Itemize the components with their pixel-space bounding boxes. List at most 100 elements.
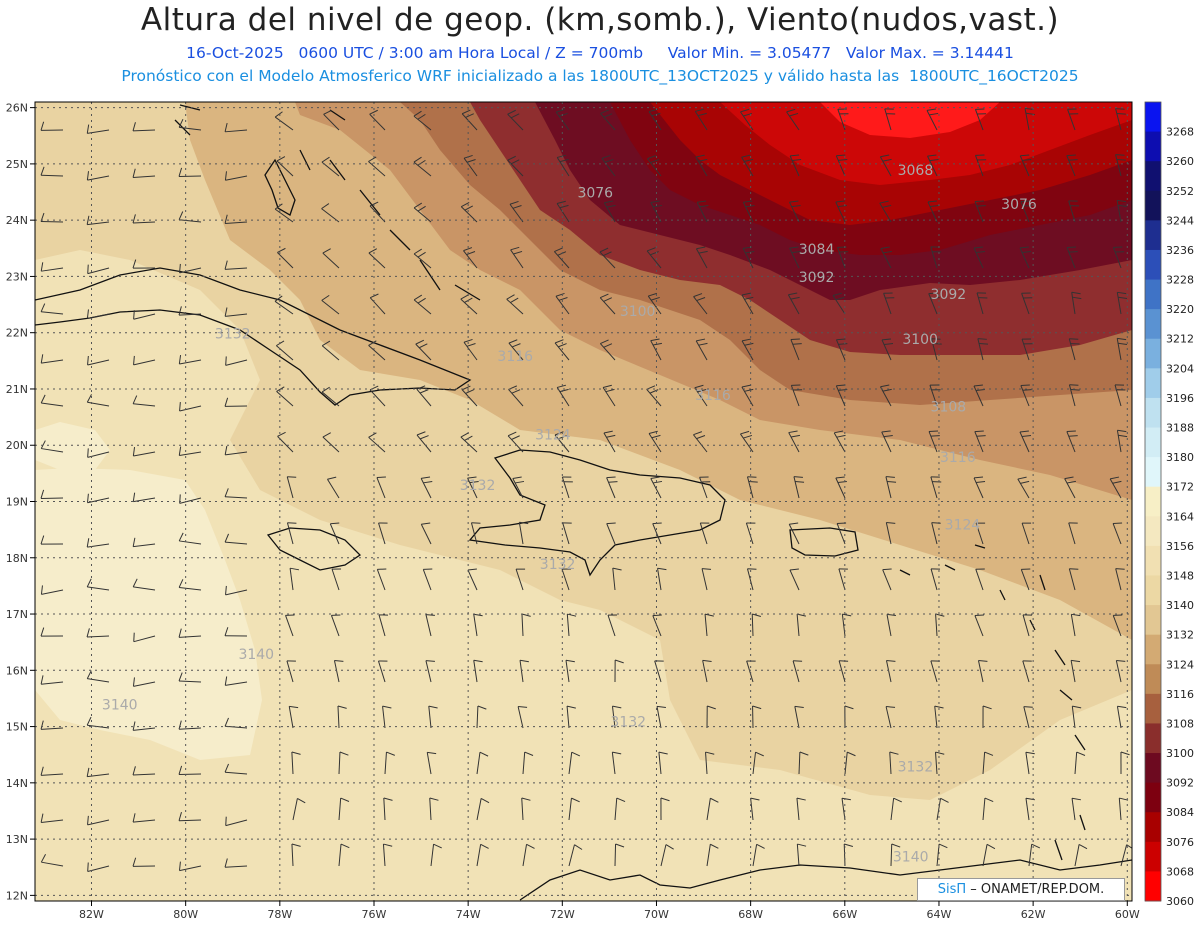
wind-barb	[1115, 108, 1126, 131]
wind-barb	[178, 211, 202, 223]
colorbar-swatch	[1145, 693, 1161, 724]
colorbar-label: 3164	[1166, 510, 1194, 523]
wind-barb	[86, 716, 110, 729]
wind-barb	[741, 338, 754, 361]
wind-barb	[428, 705, 438, 729]
wind-barb	[179, 401, 202, 412]
lesser-antilles	[899, 544, 1086, 861]
wind-barb	[841, 613, 852, 637]
wind-barb	[652, 522, 662, 545]
wind-barb	[1025, 751, 1035, 775]
lon-tick-label: 68W	[738, 908, 763, 921]
wind-barb	[606, 476, 618, 499]
contour-label-3116: 3116	[497, 349, 533, 365]
wind-barb	[568, 751, 581, 775]
wind-barb	[705, 751, 715, 775]
contour-label-3076: 3076	[1001, 197, 1037, 213]
wind-barb	[507, 155, 524, 177]
wind-barb	[556, 154, 570, 177]
lon-tick-label: 80W	[173, 908, 198, 921]
wind-barb	[224, 445, 248, 456]
colorbar-swatch	[1145, 812, 1161, 843]
wind-barb	[934, 705, 944, 729]
wind-barb	[694, 384, 708, 407]
wind-barb	[322, 248, 340, 269]
contour-label-3084: 3084	[799, 242, 835, 258]
wind-barb	[614, 659, 624, 683]
bahamas-andros	[264, 158, 296, 216]
wind-barb	[792, 660, 803, 683]
wind-barb	[750, 797, 760, 821]
colorbar-swatch	[1145, 634, 1161, 665]
wind-barb	[378, 522, 388, 545]
wind-barb	[706, 843, 719, 867]
wind-barb	[86, 767, 110, 778]
wind-barb	[612, 567, 622, 591]
contour-label-3108: 3108	[931, 399, 967, 415]
wind-barb	[562, 522, 572, 545]
wind-barb	[132, 813, 156, 823]
wind-barb	[699, 522, 710, 545]
wind-barb	[696, 200, 709, 223]
wind-barb	[789, 246, 801, 269]
lon-tick-label: 72W	[550, 908, 575, 921]
wind-barb	[285, 614, 295, 637]
wind-barb	[425, 614, 435, 637]
wind-barb	[695, 338, 708, 361]
wind-barb	[368, 248, 386, 269]
wind-barb	[132, 537, 156, 548]
wind-barb	[461, 109, 478, 131]
colorbar-label: 3196	[1166, 392, 1194, 405]
wind-barb	[329, 522, 340, 545]
wind-barb	[178, 672, 202, 683]
wind-barb	[1116, 705, 1127, 729]
wind-barb	[553, 247, 570, 269]
latitude-axis: 12N 13N 14N 15N 16N 17N 18N 19N 20N 21N 22N 23N 24N 2…	[6, 102, 28, 903]
wind-barb	[838, 660, 849, 683]
wind-barb	[657, 567, 667, 591]
wind-barb	[554, 339, 570, 361]
wind-barb	[788, 522, 800, 545]
colorbar-label: 3076	[1166, 836, 1194, 849]
wind-barb	[87, 355, 110, 366]
wind-barb	[565, 659, 575, 683]
wind-barb	[40, 440, 64, 453]
colorbar-swatch	[1145, 427, 1161, 458]
wind-barb	[415, 339, 432, 361]
wind-barb	[975, 522, 986, 545]
wind-barb	[178, 720, 202, 730]
wind-barb	[746, 568, 757, 591]
wind-barb	[693, 293, 708, 315]
valid-date: 16-Oct-2025	[186, 44, 284, 62]
lon-tick-label: 74W	[456, 908, 481, 921]
lat-tick-label: 16N	[6, 664, 28, 677]
colorbar-label: 3268	[1166, 126, 1194, 139]
colorbar-label: 3180	[1166, 451, 1194, 464]
colorbar-label: 3084	[1166, 806, 1194, 819]
wind-barb	[740, 430, 754, 453]
wind-barb	[132, 122, 156, 132]
wind-barb	[178, 532, 202, 545]
wind-barb	[426, 751, 437, 775]
wind-barb	[611, 751, 622, 775]
wind-barb	[86, 670, 110, 683]
wind-barb	[928, 292, 940, 315]
wind-barb	[890, 797, 902, 821]
lat-tick-label: 21N	[6, 383, 28, 396]
wind-barb	[224, 627, 248, 637]
wind-barb	[974, 154, 987, 177]
wind-barb	[40, 854, 64, 867]
wind-barb	[930, 568, 941, 591]
wind-barbs	[40, 107, 1132, 872]
wind-barb	[368, 340, 386, 361]
band-3132-b	[35, 102, 205, 245]
wind-barb	[844, 751, 856, 775]
wind-barb	[599, 293, 616, 315]
hispaniola-coast	[468, 449, 726, 577]
wind-barb	[225, 585, 248, 596]
wind-barb	[1020, 200, 1032, 223]
wind-barb	[369, 201, 386, 223]
wind-barb	[132, 766, 156, 776]
contour-label-3116: 3116	[695, 388, 731, 404]
